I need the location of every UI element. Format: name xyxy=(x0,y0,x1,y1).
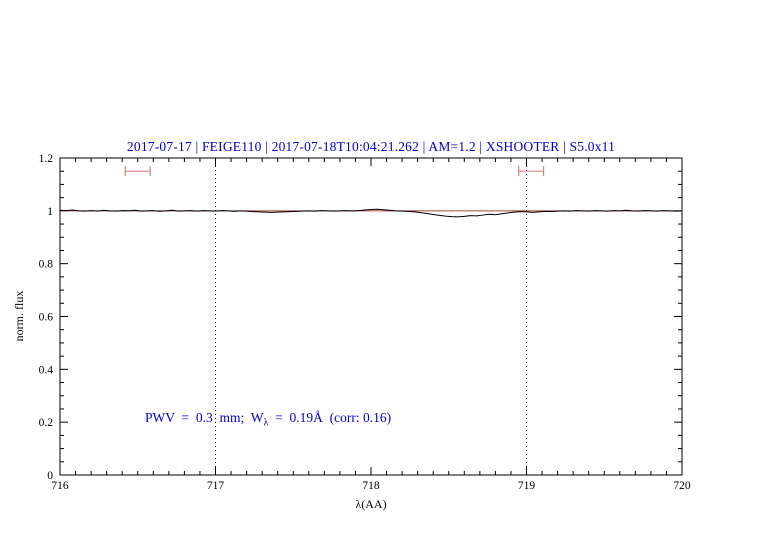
y-tick-label: 0 xyxy=(47,470,53,482)
y-tick-label: 0.4 xyxy=(39,364,54,376)
annotation-suffix: = 0.19Å (corr: 0.16) xyxy=(268,410,392,425)
x-tick-label: 717 xyxy=(207,480,225,492)
pwv-annotation: PWV = 0.3 mm; Wλ = 0.19Å (corr: 0.16) xyxy=(145,410,391,429)
x-tick-label: 718 xyxy=(362,480,380,492)
y-tick-label: 1 xyxy=(47,206,53,218)
x-tick-label: 716 xyxy=(51,480,69,492)
observed-spectrum-line xyxy=(59,208,683,218)
y-tick-label: 1.2 xyxy=(39,153,54,165)
x-tick-label: 719 xyxy=(518,480,536,492)
annotation-prefix: PWV = 0.3 mm; W xyxy=(145,410,264,425)
y-tick-label: 0.8 xyxy=(39,259,54,271)
y-tick-label: 0.2 xyxy=(39,417,54,429)
y-tick-label: 0.6 xyxy=(39,312,54,324)
plot-title: 2017-07-17 | FEIGE110 | 2017-07-18T10:04… xyxy=(126,139,616,154)
y-axis-label: norm. flux xyxy=(12,290,26,342)
annotation-lambda-subscript: λ xyxy=(263,417,269,429)
x-tick-label: 720 xyxy=(673,480,691,492)
x-axis-label: λ(AA) xyxy=(355,497,387,511)
